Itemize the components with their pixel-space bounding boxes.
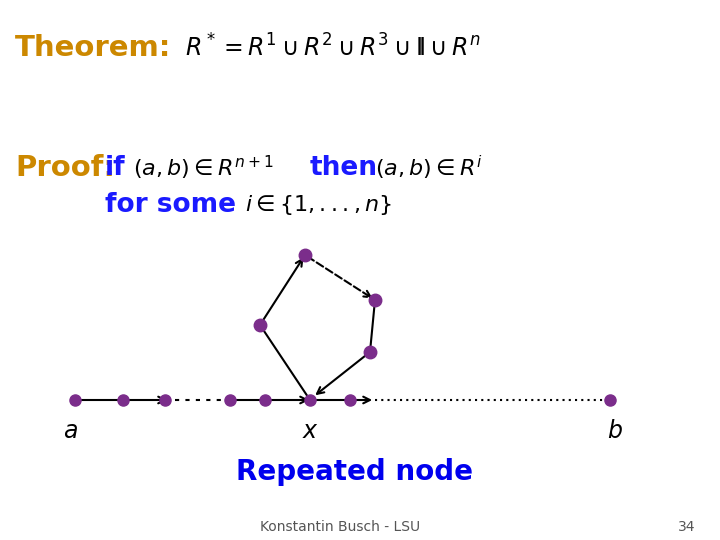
Text: $(a,b) \in R^{n+1}$: $(a,b) \in R^{n+1}$ — [133, 154, 274, 182]
Text: then: then — [310, 155, 378, 181]
Text: Repeated node: Repeated node — [236, 458, 474, 486]
Text: Theorem:: Theorem: — [15, 34, 171, 62]
Text: Proof:: Proof: — [15, 154, 115, 182]
Text: $R^* = R^1 \cup R^2 \cup R^3 \cup {{\rm I\!I}} \cup R^n$: $R^* = R^1 \cup R^2 \cup R^3 \cup {{\rm … — [185, 35, 481, 62]
Text: $a$: $a$ — [63, 420, 78, 443]
Text: if: if — [105, 155, 125, 181]
Text: Konstantin Busch - LSU: Konstantin Busch - LSU — [260, 520, 420, 534]
Text: $i \in \{1,...,n\}$: $i \in \{1,...,n\}$ — [245, 193, 392, 217]
Text: $(a,b) \in R^i$: $(a,b) \in R^i$ — [375, 154, 483, 182]
Text: $b$: $b$ — [607, 420, 623, 443]
Text: $x$: $x$ — [302, 420, 318, 443]
Text: for some: for some — [105, 192, 236, 218]
Text: 34: 34 — [678, 520, 695, 534]
